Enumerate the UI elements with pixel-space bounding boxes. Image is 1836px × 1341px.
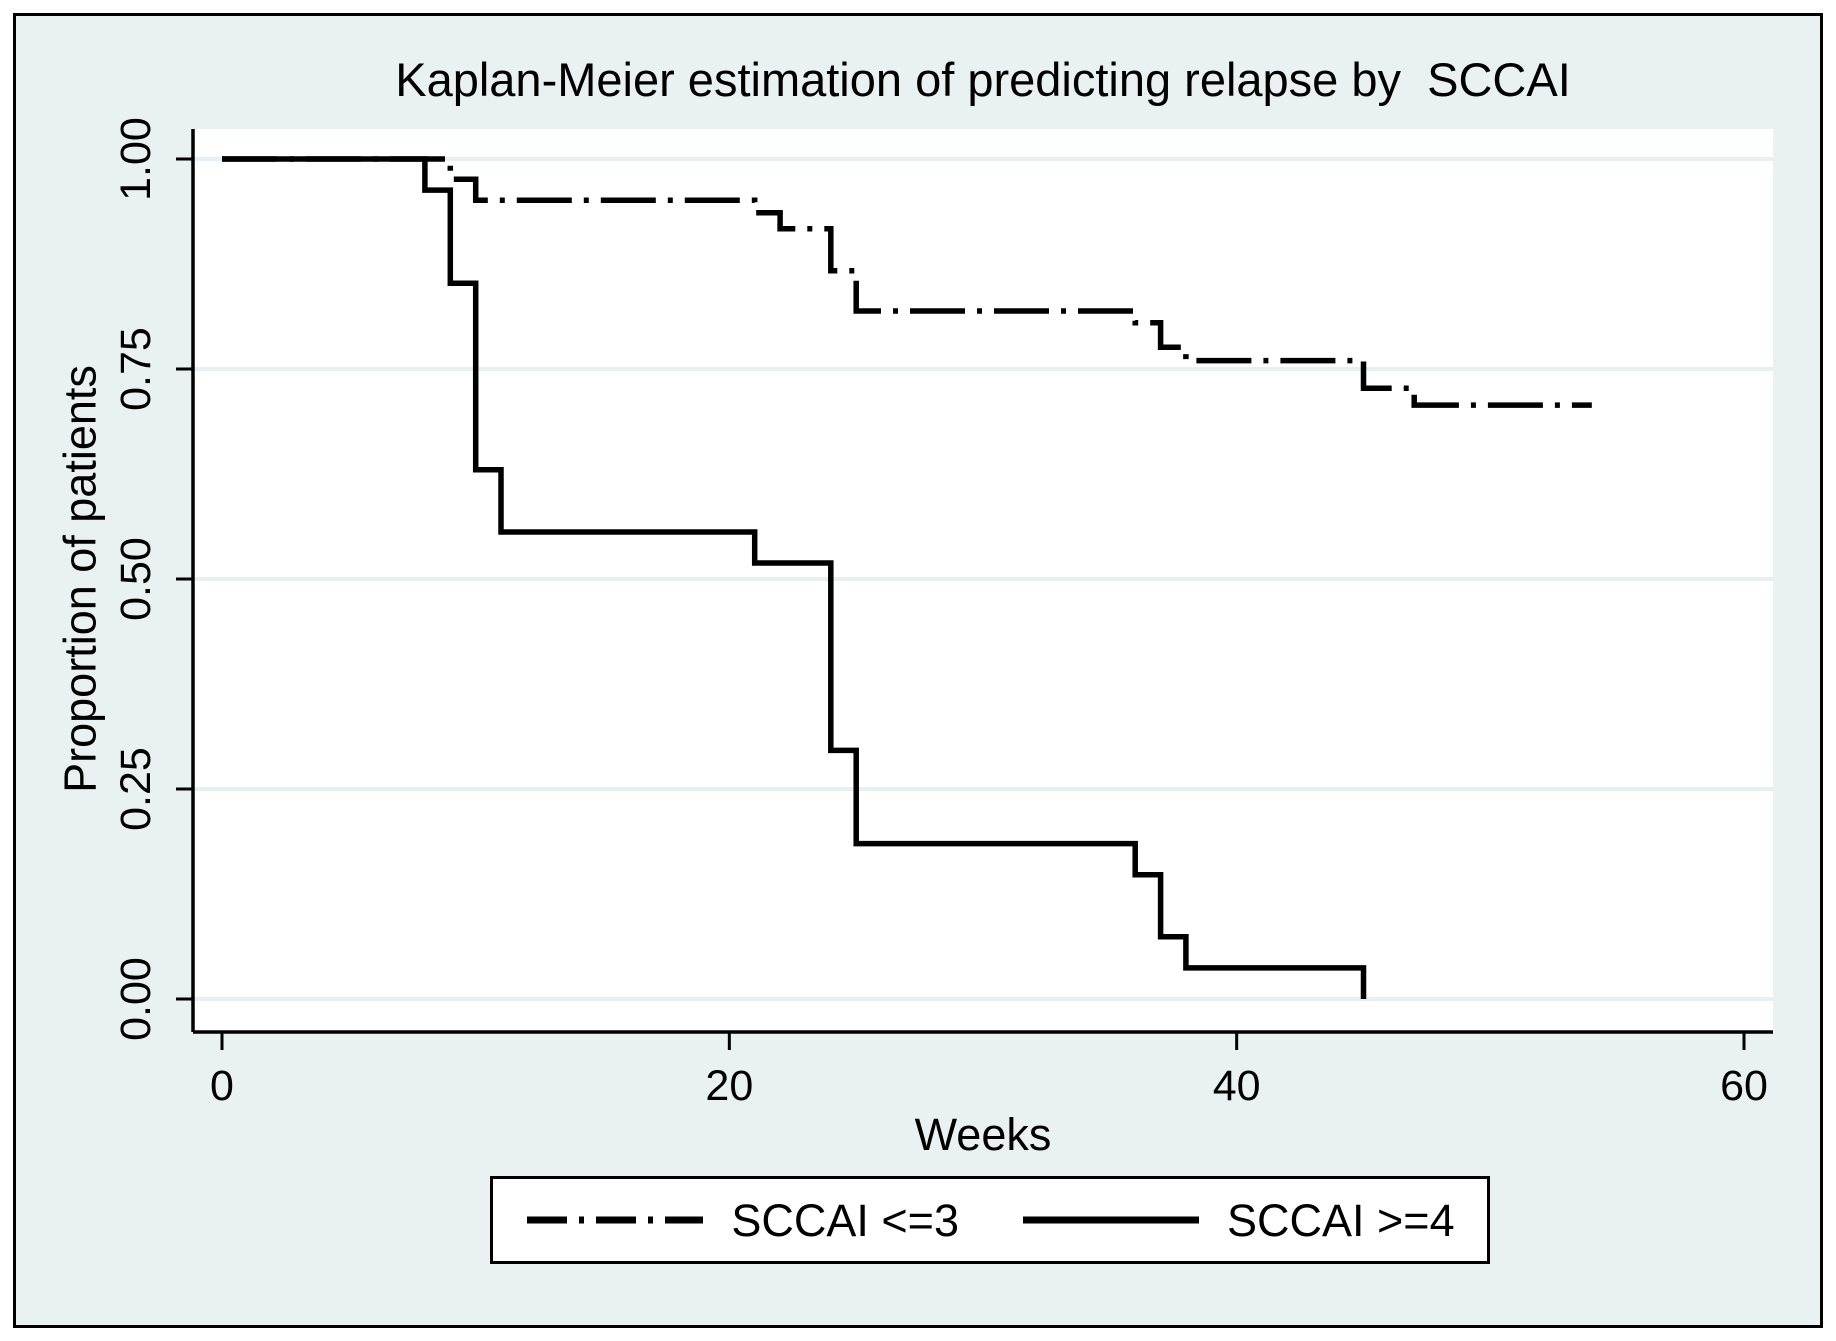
chart-title: Kaplan-Meier estimation of predicting re… xyxy=(395,53,1571,106)
y-axis-title: Proportion of patients xyxy=(55,365,106,793)
x-axis-title: Weeks xyxy=(915,1109,1052,1160)
y-tick-label-0.00: 0.00 xyxy=(112,957,160,1041)
x-tick-label-20: 20 xyxy=(705,1062,753,1110)
y-tick-label-1.00: 1.00 xyxy=(112,117,160,201)
dash-dot-line-sample xyxy=(527,1216,704,1224)
legend-label-sccai-le3: SCCAI <=3 xyxy=(731,1194,959,1246)
legend-item-sccai-le3: SCCAI <=3 xyxy=(525,1198,959,1243)
legend-item-sccai-ge4: SCCAI >=4 xyxy=(1021,1198,1455,1243)
legend-label-sccai-ge4: SCCAI >=4 xyxy=(1227,1194,1455,1246)
y-tick-label-0.50: 0.50 xyxy=(112,537,160,621)
solid-line-sample xyxy=(1023,1216,1199,1224)
x-tick-label-0: 0 xyxy=(210,1062,234,1110)
x-tick-label-40: 40 xyxy=(1213,1062,1261,1110)
y-tick-label-0.25: 0.25 xyxy=(112,747,160,831)
x-tick-label-60: 60 xyxy=(1720,1062,1768,1110)
legend: SCCAI <=3 SCCAI >=4 xyxy=(490,1176,1490,1264)
series-line-sccai-ge4 xyxy=(222,156,1367,999)
series-line-sccai-le3 xyxy=(222,156,1592,408)
y-tick-label-0.75: 0.75 xyxy=(112,327,160,411)
